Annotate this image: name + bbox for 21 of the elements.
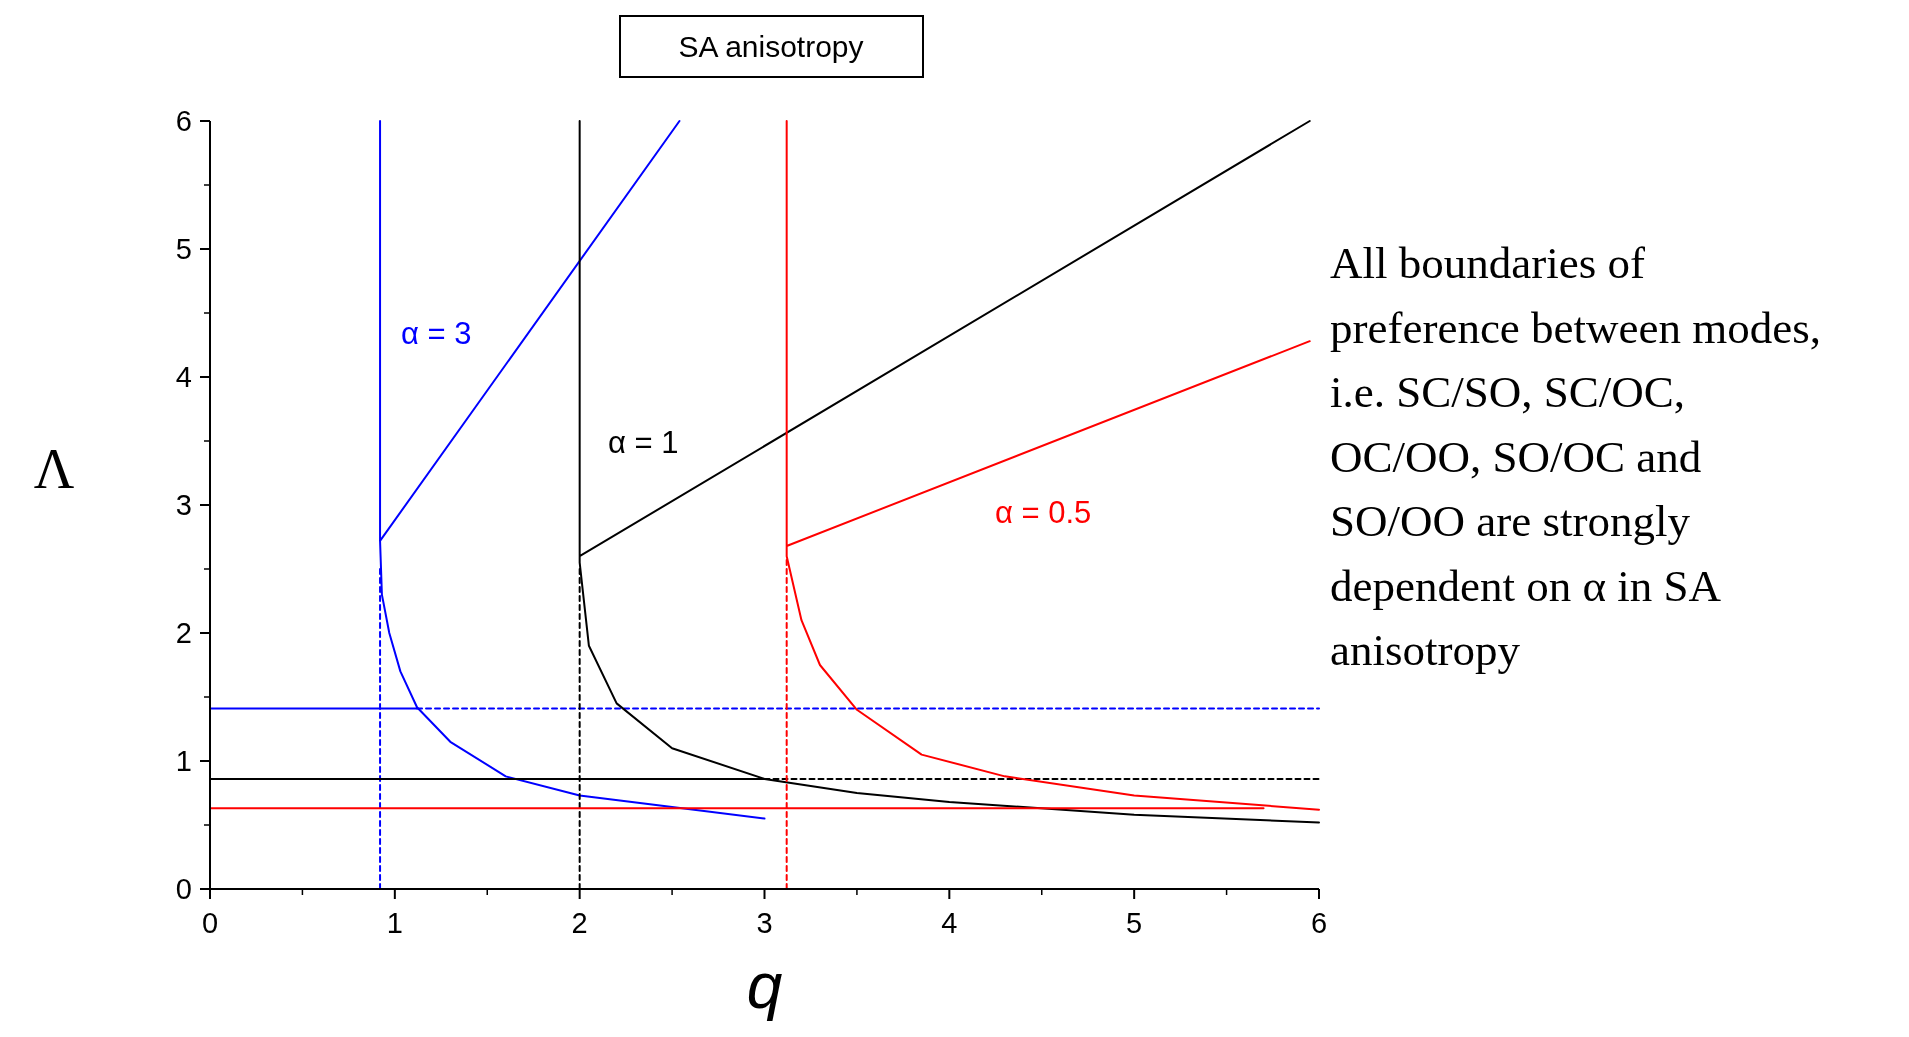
- y-axis-title: Λ: [33, 438, 75, 500]
- chart-title: SA anisotropy: [678, 30, 864, 63]
- x-axis-title: q: [746, 950, 783, 1022]
- text: All boundaries of preference between modes, i.e. SC/SO, SC/OC, OC/OO, SO/OC and SO/OO are strongly dependent on α in SA anisotropy: [1330, 238, 1821, 675]
- y-tick-label: 6: [175, 105, 192, 137]
- y-tick-label: 2: [175, 617, 192, 649]
- x-tick-label: 6: [1310, 907, 1328, 939]
- y-tick-label: 3: [175, 489, 192, 521]
- x-tick-label: 3: [756, 907, 773, 939]
- y-tick-label: 4: [175, 361, 192, 393]
- x-tick-label: 2: [571, 907, 588, 939]
- y-tick-label: 0: [175, 873, 192, 905]
- x-tick-label: 0: [201, 907, 219, 939]
- x-tick-label: 4: [941, 907, 958, 939]
- x-tick-label: 1: [386, 907, 403, 939]
- annotation: α = 0.5: [995, 495, 1092, 530]
- x-tick-label: 5: [1126, 907, 1143, 939]
- y-tick-label: 1: [175, 745, 192, 777]
- y-tick-label: 5: [175, 233, 192, 265]
- annotation: α = 3: [401, 316, 472, 351]
- annotation: α = 1: [608, 425, 679, 460]
